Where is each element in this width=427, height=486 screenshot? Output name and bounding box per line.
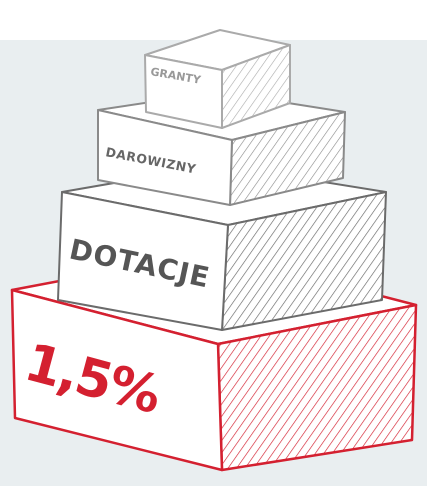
- illustration: 1,5% DOTACJE DAROWIZNY GRANTY: [0, 0, 427, 486]
- page: {"blocks": [{"label": "GRANTY"}, {"label…: [0, 0, 427, 486]
